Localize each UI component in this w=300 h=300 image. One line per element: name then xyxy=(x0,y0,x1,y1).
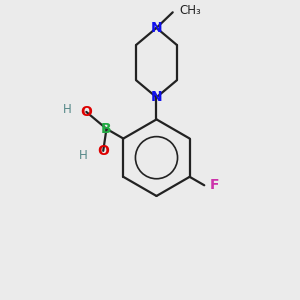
Text: B: B xyxy=(101,122,112,136)
Text: CH₃: CH₃ xyxy=(180,4,202,17)
Text: H: H xyxy=(63,103,72,116)
Text: N: N xyxy=(151,21,162,35)
Text: O: O xyxy=(80,105,92,119)
Text: N: N xyxy=(151,90,162,104)
Text: O: O xyxy=(97,144,109,158)
Text: F: F xyxy=(210,178,220,192)
Text: H: H xyxy=(79,149,88,162)
